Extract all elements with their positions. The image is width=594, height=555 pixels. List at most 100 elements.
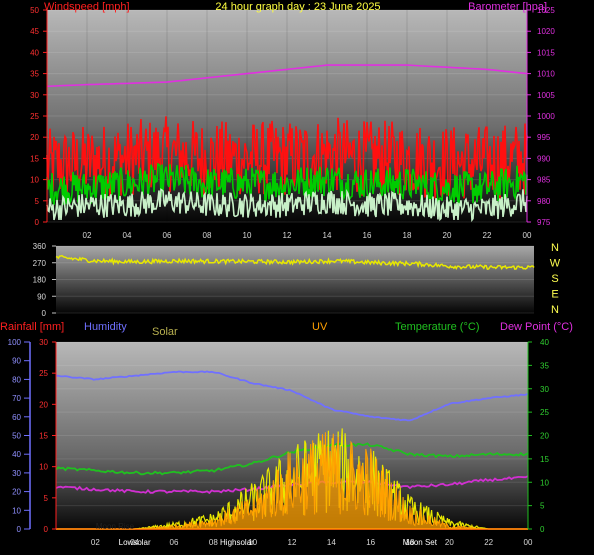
temperature-tick-label: 35 [540,361,549,370]
rainfall-tick-label: 10 [39,463,48,472]
wind-tick-label: 20 [30,133,39,142]
barometer-tick-label: 1005 [537,91,555,100]
wind-tick-label: 50 [30,6,39,15]
temperature-tick-label: 10 [540,478,549,487]
barometer-tick-label: 990 [537,154,551,163]
dewpoint-line [55,475,529,495]
panel3-time-label: 10 [248,538,257,547]
panel3-time-label: 06 [170,538,179,547]
humidity-tick-label: 90 [12,357,21,366]
rainfall-tick-label: 25 [39,369,48,378]
barometer-tick-label: 1015 [537,48,555,57]
panel3-time-label: 12 [288,538,297,547]
temperature-legend: Temperature (°C) [395,321,479,333]
panel1-time-label: 16 [363,231,372,240]
compass-label: W [550,258,561,270]
compass-label: N [551,304,559,316]
humidity-tick-label: 40 [12,450,21,459]
temperature-line [55,442,529,476]
rainfall-axis-label: Rainfall [mm] [0,321,64,333]
wind-tick-label: 25 [30,112,39,121]
panel1-time-label: 02 [83,231,92,240]
wind-tick-label: 15 [30,154,39,163]
panel3-time-label: 20 [445,538,454,547]
panel1-time-label: 20 [443,231,452,240]
dewpoint-legend: Dew Point (°C) [500,321,573,333]
panel1-time-label: 18 [403,231,412,240]
wind-average-line [46,162,528,207]
barometer-tick-label: 995 [537,133,551,142]
humidity-tick-label: 10 [12,506,21,515]
panel1-time-label: 08 [203,231,212,240]
barometer-tick-label: 1020 [537,27,555,36]
direction-tick-label: 180 [33,276,47,285]
rainfall-tick-label: 5 [44,494,49,503]
temperature-tick-label: 5 [540,502,545,511]
direction-tick-label: 90 [37,292,46,301]
humidity-tick-label: 60 [12,413,21,422]
event-label: Lowsolar [119,538,151,547]
rainfall-tick-label: 20 [39,400,48,409]
compass-label: S [551,273,558,285]
direction-tick-label: 0 [42,309,47,318]
panel3-time-label: 16 [366,538,375,547]
panel1-time-label: 10 [243,231,252,240]
compass-label: E [551,289,558,301]
solar-legend: Solar [152,326,178,338]
chart-title: 24 hour graph day : 23 June 2025 [215,1,380,13]
humidity-line [55,370,529,422]
barometer-tick-label: 975 [537,218,551,227]
barometer-tick-label: 980 [537,197,551,206]
event-label: Moon Set [403,538,438,547]
panel3-time-label: 14 [327,538,336,547]
direction-tick-label: 270 [33,259,47,268]
humidity-tick-label: 100 [8,338,22,347]
temperature-tick-label: 15 [540,455,549,464]
rainfall-tick-label: 30 [39,338,48,347]
wind-tick-label: 5 [35,197,40,206]
panel1-time-label: 04 [123,231,132,240]
panel2-plot-area [56,246,534,313]
barometer-tick-label: 1000 [537,112,555,121]
panel3-time-label: 18 [406,538,415,547]
compass-label: N [551,242,559,254]
humidity-legend: Humidity [84,321,127,333]
direction-tick-label: 360 [33,242,47,251]
wind-axis-label: Windspeed [mph] [44,1,130,13]
temperature-tick-label: 40 [540,338,549,347]
barometer-line [46,64,528,88]
barometer-axis-label: Barometer [hpa] [468,1,547,13]
panel3-time-label: 02 [91,538,100,547]
wind-tick-label: 30 [30,91,39,100]
wind-tick-label: 40 [30,48,39,57]
panel3-time-label: 08 [209,538,218,547]
panel3-time-label: 00 [524,538,533,547]
humidity-tick-label: 50 [12,432,21,441]
uv-line [56,432,528,530]
wind-tick-label: 35 [30,70,39,79]
temp-humidity-solar-panel: 0102030405060708090100051015202530051015… [0,321,573,547]
panel3-time-label: 04 [130,538,139,547]
humidity-tick-label: 70 [12,394,21,403]
panel1-time-label: 06 [163,231,172,240]
wind-tick-label: 0 [35,218,40,227]
barometer-tick-label: 985 [537,176,551,185]
wind-gust-line [46,116,528,199]
temperature-tick-label: 25 [540,408,549,417]
panel1-time-label: 14 [323,231,332,240]
panel3-time-label: 22 [484,538,493,547]
humidity-tick-label: 80 [12,375,21,384]
temperature-tick-label: 20 [540,432,549,441]
event-label: Highsolar [220,538,254,547]
humidity-tick-label: 0 [17,525,22,534]
temperature-tick-label: 0 [540,525,545,534]
wind-tick-label: 45 [30,27,39,36]
barometer-tick-label: 1010 [537,70,555,79]
humidity-tick-label: 20 [12,488,21,497]
humidity-tick-label: 30 [12,469,21,478]
wind-speed-line [46,188,528,223]
uv-legend: UV [312,321,328,333]
